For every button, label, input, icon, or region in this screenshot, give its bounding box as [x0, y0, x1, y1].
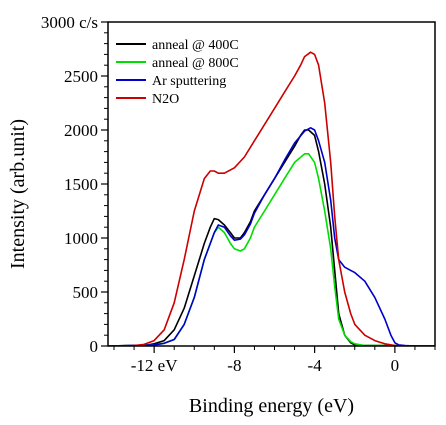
series-line-1 [108, 129, 435, 346]
legend-label: anneal @ 800C [152, 56, 239, 71]
x-tick-label: -12 eV [131, 356, 178, 375]
y-tick-label: 500 [73, 283, 99, 302]
legend-label: Ar sputtering [152, 74, 226, 89]
x-tick-label: 0 [391, 356, 400, 375]
legend: anneal @ 400C anneal @ 800C Ar sputtering N… [116, 38, 239, 107]
legend-label: anneal @ 400C [152, 38, 239, 53]
x-tick-label: -4 [308, 356, 323, 375]
ticks-layer: -12 eV -8 -4 0 0 500 1000 1500 2000 2500 3000 c/s [41, 13, 436, 375]
y-tick-label: 3000 c/s [41, 13, 98, 32]
series-line-4 [108, 51, 435, 346]
y-tick-label: 1000 [64, 229, 98, 248]
y-tick-label: 0 [90, 337, 99, 356]
y-tick-label: 1500 [64, 175, 98, 194]
x-tick-label: -8 [227, 356, 241, 375]
y-tick-label: 2000 [64, 121, 98, 140]
y-axis-label: Intensity (arb.unit) [7, 119, 29, 269]
y-tick-label: 2500 [64, 67, 98, 86]
series-layer [108, 51, 435, 346]
series-line-3 [108, 127, 435, 346]
legend-label: N2O [152, 92, 179, 107]
x-axis-label: Binding energy (eV) [189, 395, 354, 417]
